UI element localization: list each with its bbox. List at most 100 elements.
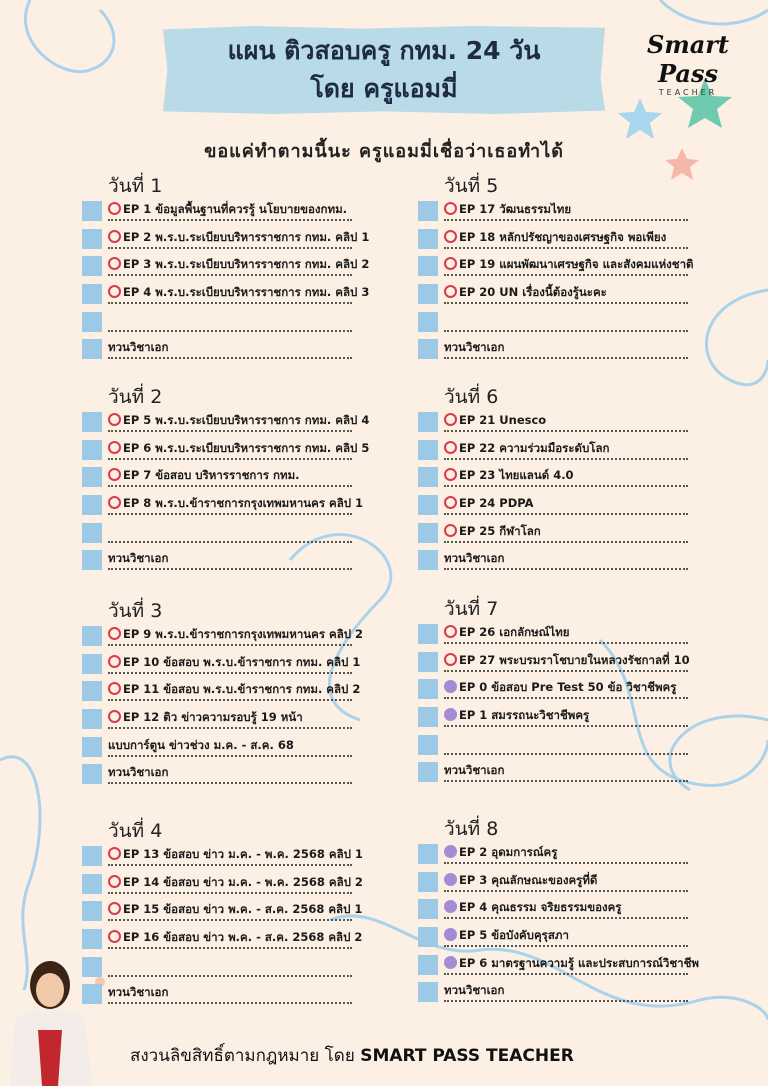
red-circle-icon (444, 257, 457, 271)
item-label: EP 6 พ.ร.บ.ระเบียบบริหารราชการ กทม. คลิป… (123, 440, 370, 455)
checkbox[interactable] (82, 984, 102, 1005)
teacher-photo (0, 961, 110, 1086)
checkbox[interactable] (82, 311, 102, 332)
dotted-line (444, 568, 688, 571)
item-label: EP 13 ข้อสอบ ข่าว ม.ค. - พ.ค. 2568 คลิป … (123, 847, 363, 861)
item-label: ทวนวิชาเอก (444, 983, 505, 998)
checkbox[interactable] (82, 439, 102, 460)
dotted-line (444, 889, 688, 892)
checklist-row: EP 1 ข้อมูลพื้นฐานที่ควรรู้ นโยบายของกทม… (82, 197, 392, 225)
checklist-row: แบบการ์ตูน ข่าวช่วง ม.ค. - ส.ค. 68 (82, 733, 392, 761)
checkbox[interactable] (418, 412, 438, 432)
checkbox[interactable] (82, 846, 102, 866)
checkbox[interactable] (82, 873, 102, 894)
checkbox[interactable] (82, 626, 102, 646)
dotted-line (444, 917, 688, 920)
checkbox[interactable] (82, 901, 102, 922)
checkbox[interactable] (418, 624, 438, 644)
red-circle-icon (108, 710, 121, 724)
checkbox[interactable] (418, 201, 438, 221)
checkbox[interactable] (82, 228, 102, 249)
red-circle-icon (108, 627, 121, 640)
dotted-line (108, 754, 352, 757)
footer-brand: SMART PASS TEACHER (360, 1046, 574, 1066)
item-label: EP 26 เอกลักษณ์ไทย (459, 625, 570, 639)
dotted-line (444, 1000, 688, 1003)
checkbox[interactable] (82, 284, 102, 305)
item-label: EP 15 ข้อสอบ ข่าว พ.ค. - ส.ค. 2568 คลิป … (123, 902, 363, 917)
checkbox[interactable] (418, 339, 438, 360)
checkbox[interactable] (82, 550, 102, 571)
item-label: EP 0 ข้อสอบ Pre Test 50 ข้อ วิชาชีพครู (459, 680, 677, 695)
checkbox[interactable] (82, 929, 102, 950)
checklist-row: EP 9 พ.ร.บ.ข้าราชการกรุงเทพมหานคร คลิป 2 (82, 622, 392, 650)
checkbox[interactable] (418, 256, 438, 277)
checkbox[interactable] (418, 762, 438, 783)
item-label: EP 23 ไทยแลนด์ 4.0 (459, 468, 574, 483)
item-label: ทวนวิชาเอก (108, 551, 169, 566)
checkbox[interactable] (418, 927, 438, 948)
checklist-row: EP 12 ติว ข่าวความรอบรู้ 19 หน้า (82, 705, 392, 733)
day-section: วันที่ 3 EP 9 พ.ร.บ.ข้าราชการกรุงเทพมหานค… (82, 600, 392, 788)
item-label: ทวนวิชาเอก (444, 340, 505, 355)
item-label: ทวนวิชาเอก (108, 765, 169, 780)
checkbox[interactable] (82, 709, 102, 730)
checklist-row: EP 27 พระบรมราโชบายในหลวงรัชกาลที่ 10 (418, 648, 728, 676)
checkbox[interactable] (418, 467, 438, 488)
item-label: แบบการ์ตูน ข่าวช่วง ม.ค. - ส.ค. 68 (108, 737, 294, 752)
checkbox[interactable] (82, 495, 102, 516)
day-section: วันที่ 2 EP 5 พ.ร.บ.ระเบียบบริหารราชการ ก… (82, 386, 392, 574)
logo-sub: TEACHER (658, 88, 718, 97)
checkbox[interactable] (418, 651, 438, 672)
checklist-row: EP 22 ความร่วมมือระดับโลก (418, 436, 728, 464)
checkbox[interactable] (418, 707, 438, 728)
checkbox[interactable] (418, 495, 438, 516)
checkbox[interactable] (82, 764, 102, 785)
checkbox[interactable] (82, 956, 102, 977)
checkbox[interactable] (82, 467, 102, 488)
day-section: วันที่ 6 EP 21 Unesco EP 22 ความร่วมมือระด… (418, 386, 728, 574)
checkbox[interactable] (418, 734, 438, 755)
checklist-row: EP 6 มาตรฐานความรู้ และประสบการณ์วิชาชีพ (418, 951, 728, 979)
checkbox[interactable] (418, 550, 438, 571)
item-label: EP 4 พ.ร.บ.ระเบียบบริหารราชการ กทม. คลิป… (123, 285, 370, 300)
dotted-line (444, 357, 688, 360)
dotted-line (108, 891, 352, 894)
checklist-row: EP 24 PDPA (418, 491, 728, 519)
item-label: EP 3 คุณลักษณะของครูที่ดี (459, 872, 598, 887)
checkbox[interactable] (418, 982, 438, 1003)
checklist-row: ทวนวิชาเอก (82, 546, 392, 574)
checkbox[interactable] (418, 439, 438, 460)
checklist-row: EP 1 สมรรถนะวิชาชีพครู (418, 703, 728, 731)
checkbox[interactable] (418, 522, 438, 543)
item-label: EP 17 วัฒนธรรมไทย (459, 202, 572, 216)
checkbox[interactable] (82, 201, 102, 221)
day-heading: วันที่ 5 (444, 175, 499, 197)
checkbox[interactable] (82, 653, 102, 674)
checkbox[interactable] (418, 311, 438, 332)
dotted-line (444, 246, 688, 249)
checklist-row: EP 4 พ.ร.บ.ระเบียบบริหารราชการ กทม. คลิป… (82, 280, 392, 308)
red-circle-icon (444, 202, 457, 215)
purple-dot-icon (444, 955, 457, 969)
item-label: EP 3 พ.ร.บ.ระเบียบบริหารราชการ กทม. คลิป… (123, 257, 370, 272)
checkbox[interactable] (418, 899, 438, 920)
checkbox[interactable] (418, 954, 438, 975)
dotted-line (108, 947, 352, 950)
checklist-row: EP 3 พ.ร.บ.ระเบียบบริหารราชการ กทม. คลิป… (82, 252, 392, 280)
red-circle-icon (108, 682, 121, 696)
checkbox[interactable] (82, 736, 102, 757)
checkbox[interactable] (418, 679, 438, 700)
item-label: EP 5 พ.ร.บ.ระเบียบบริหารราชการ กทม. คลิป… (123, 413, 370, 427)
checkbox[interactable] (82, 339, 102, 360)
checkbox[interactable] (82, 412, 102, 432)
checkbox[interactable] (82, 256, 102, 277)
checkbox[interactable] (418, 844, 438, 864)
item-label: EP 25 กีฬาโลก (459, 523, 541, 538)
checkbox[interactable] (418, 284, 438, 305)
checkbox[interactable] (418, 871, 438, 892)
checkbox[interactable] (82, 681, 102, 702)
checkbox[interactable] (418, 228, 438, 249)
checkbox[interactable] (82, 522, 102, 543)
